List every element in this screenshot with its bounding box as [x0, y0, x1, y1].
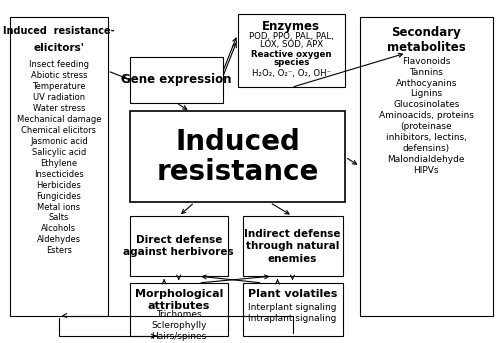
- Text: Enzymes: Enzymes: [262, 20, 320, 33]
- Text: Trichomes
Sclerophylly
Hairs/spines: Trichomes Sclerophylly Hairs/spines: [151, 310, 206, 341]
- Text: Indirect defense
through natural
enemies: Indirect defense through natural enemies: [244, 229, 341, 263]
- Text: Plant volatiles: Plant volatiles: [248, 289, 337, 299]
- Text: LOX, SOD, APX: LOX, SOD, APX: [260, 40, 323, 49]
- Text: species: species: [273, 58, 310, 67]
- Bar: [238, 14, 345, 87]
- Text: Reactive oxygen: Reactive oxygen: [251, 50, 332, 59]
- Bar: [360, 17, 492, 316]
- Text: H₂O₂, O₂⁻, O₂, OH⁻: H₂O₂, O₂⁻, O₂, OH⁻: [252, 69, 331, 78]
- Text: Flavonoids
Tannins
Anthocyanins
Lignins
Glucosinolates
Aminoacids, proteins
(pro: Flavonoids Tannins Anthocyanins Lignins …: [379, 57, 474, 175]
- Text: Insect feeding
Abiotic stress
Temperature
UV radiation
Water stress
Mechanical d: Insect feeding Abiotic stress Temperatur…: [16, 60, 101, 255]
- Text: Induced
resistance: Induced resistance: [156, 128, 318, 186]
- Text: POD, PPO, PAL, PAL,: POD, PPO, PAL, PAL,: [249, 32, 334, 40]
- Bar: [130, 57, 222, 103]
- Text: Gene expression: Gene expression: [121, 73, 232, 86]
- Text: Direct defense
against herbivores: Direct defense against herbivores: [124, 235, 234, 257]
- Text: Secondary
metabolites: Secondary metabolites: [387, 26, 466, 54]
- Bar: [130, 216, 228, 276]
- Bar: [10, 17, 108, 316]
- Bar: [130, 283, 228, 336]
- Text: Induced  resistance-: Induced resistance-: [3, 26, 114, 36]
- Text: elicitors': elicitors': [34, 43, 84, 53]
- Bar: [242, 216, 342, 276]
- Bar: [242, 283, 342, 336]
- Bar: [130, 111, 345, 202]
- Text: Interplant signaling
Intraplant signaling: Interplant signaling Intraplant signalin…: [248, 303, 337, 323]
- Text: Morphological
attributes: Morphological attributes: [134, 289, 223, 311]
